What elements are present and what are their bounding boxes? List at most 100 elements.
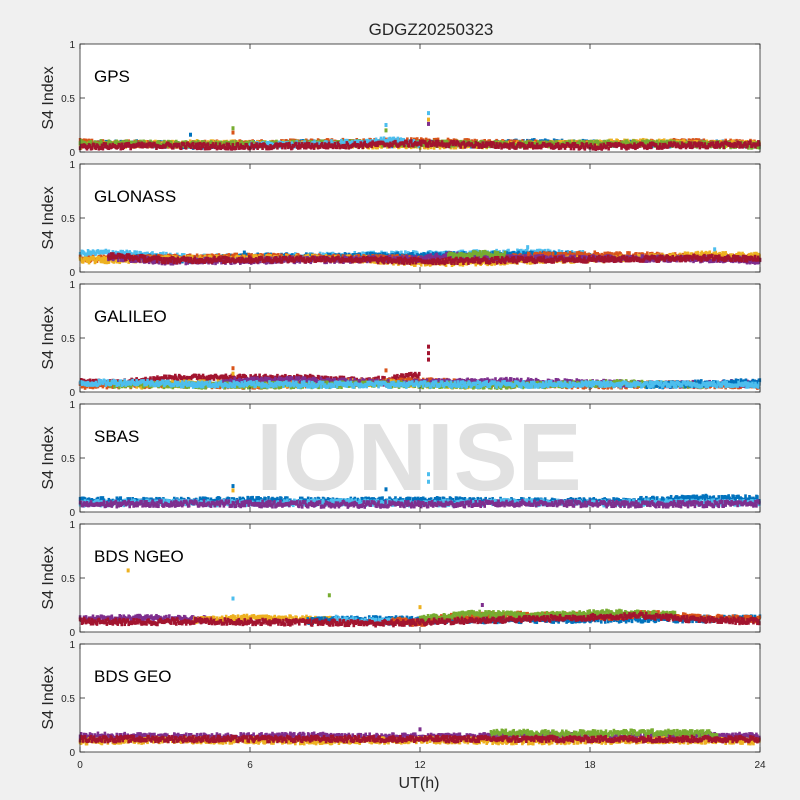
data-point xyxy=(170,140,173,145)
data-point xyxy=(121,139,125,144)
data-point xyxy=(129,146,132,151)
data-point xyxy=(447,138,451,143)
data-point xyxy=(227,142,231,147)
data-point xyxy=(195,146,199,151)
data-point xyxy=(238,145,242,150)
data-point xyxy=(499,140,502,145)
data-point xyxy=(358,143,362,148)
data-point xyxy=(141,144,144,149)
data-point xyxy=(93,140,97,145)
data-point xyxy=(374,145,377,150)
data-point xyxy=(479,140,483,145)
data-point xyxy=(410,139,413,144)
data-point xyxy=(101,146,105,151)
data-point xyxy=(268,146,271,151)
data-point xyxy=(106,142,110,147)
data-point xyxy=(273,140,276,145)
data-point xyxy=(218,142,222,147)
data-point xyxy=(343,141,346,146)
data-point xyxy=(233,143,237,148)
data-point xyxy=(370,144,373,149)
data-point xyxy=(641,139,644,144)
data-point xyxy=(236,142,240,147)
data-point xyxy=(199,146,203,151)
series-6 xyxy=(78,139,761,151)
data-point xyxy=(309,145,313,150)
data-point xyxy=(116,144,120,149)
data-point xyxy=(356,143,360,148)
data-point xyxy=(196,139,200,144)
data-point xyxy=(214,142,218,147)
data-point xyxy=(643,139,646,144)
data-point xyxy=(122,145,126,150)
y-axis-label: S4 Index xyxy=(40,66,57,129)
data-point xyxy=(682,139,686,144)
data-point xyxy=(248,140,251,145)
data-point xyxy=(537,141,541,146)
plot-area xyxy=(80,44,760,152)
data-point xyxy=(429,145,433,150)
data-point xyxy=(89,140,93,145)
data-point xyxy=(179,146,183,151)
data-point xyxy=(189,145,193,150)
data-point xyxy=(366,138,370,143)
data-point xyxy=(333,142,337,147)
data-point xyxy=(148,141,151,146)
data-point xyxy=(428,139,432,144)
y-tick-label: 0 xyxy=(69,148,75,159)
data-point xyxy=(90,146,94,151)
data-point xyxy=(224,140,228,145)
data-point xyxy=(234,140,238,145)
data-point xyxy=(150,142,153,147)
data-point xyxy=(153,141,156,146)
data-point xyxy=(313,140,316,145)
data-point xyxy=(231,143,235,148)
data-point xyxy=(294,141,298,146)
data-point xyxy=(174,139,178,144)
data-point xyxy=(345,138,349,143)
data-point xyxy=(271,142,275,147)
outlier-point xyxy=(384,128,388,133)
data-point xyxy=(140,141,143,146)
data-point xyxy=(596,139,600,144)
data-point xyxy=(749,140,752,145)
data-point xyxy=(756,145,759,150)
data-point xyxy=(296,145,300,150)
data-point xyxy=(286,142,289,147)
data-point xyxy=(748,143,751,148)
data-point xyxy=(326,145,330,150)
data-point xyxy=(572,139,576,144)
data-point xyxy=(665,139,669,144)
data-point xyxy=(610,138,613,143)
data-point xyxy=(261,145,264,150)
data-point xyxy=(182,142,186,147)
data-point xyxy=(201,144,205,149)
data-point xyxy=(120,142,124,147)
data-point xyxy=(583,146,587,151)
data-point xyxy=(330,139,333,144)
data-point xyxy=(722,145,725,150)
data-point xyxy=(445,139,449,144)
data-point xyxy=(304,145,308,150)
outlier-point xyxy=(427,117,430,122)
outlier-point xyxy=(384,123,388,127)
data-point xyxy=(454,145,458,150)
data-point xyxy=(210,144,214,149)
data-point xyxy=(139,144,142,149)
outlier-point xyxy=(427,121,430,126)
data-point xyxy=(324,145,328,150)
data-point xyxy=(306,144,310,149)
data-point xyxy=(103,144,107,149)
data-point xyxy=(229,140,233,145)
data-point xyxy=(146,144,149,149)
data-point xyxy=(194,142,198,147)
data-point xyxy=(337,143,341,148)
data-point xyxy=(402,137,406,142)
data-point xyxy=(353,141,357,146)
data-point xyxy=(100,141,104,146)
data-point xyxy=(204,143,208,148)
data-point xyxy=(320,141,324,146)
outlier-point xyxy=(427,111,430,116)
data-point xyxy=(512,141,515,146)
